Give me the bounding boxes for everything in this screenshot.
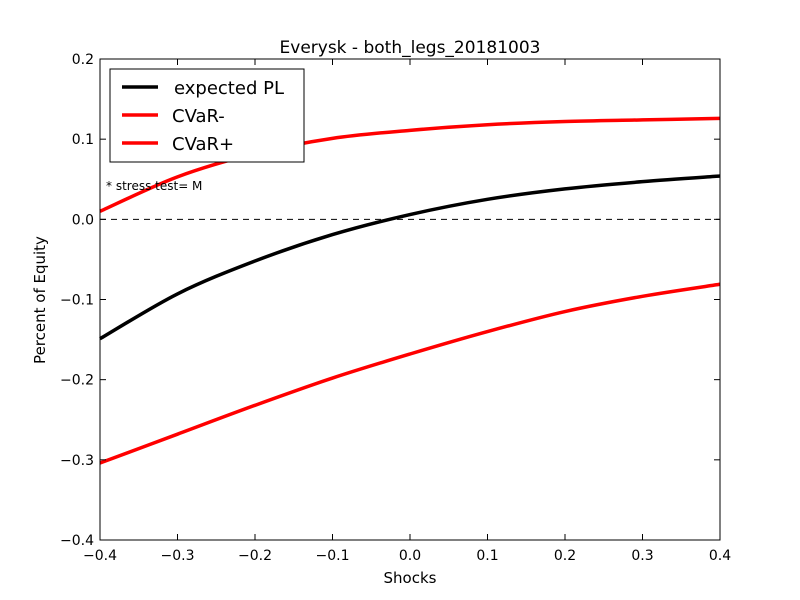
x-tick-label: 0.3 <box>631 548 653 564</box>
x-tick-label: −0.2 <box>238 548 272 564</box>
x-axis-label: Shocks <box>384 569 437 587</box>
y-axis-label: Percent of Equity <box>31 236 49 364</box>
legend-label: CVaR+ <box>172 134 234 155</box>
y-tick-label: −0.1 <box>60 293 94 309</box>
series-layer <box>99 116 721 465</box>
y-tick-label: 0.1 <box>72 132 94 148</box>
series-line-cvar <box>99 116 721 213</box>
x-tick-label: 0.0 <box>399 548 421 564</box>
x-tick-label: −0.1 <box>316 548 350 564</box>
chart-title: Everysk - both_legs_20181003 <box>280 38 541 58</box>
y-tick-label: −0.3 <box>60 453 94 469</box>
plot-area <box>99 58 721 541</box>
x-tick-label: 0.4 <box>709 548 731 564</box>
stress-test-annotation: * stress test= M <box>106 179 202 193</box>
series-line-expected-pl <box>99 174 721 341</box>
legend: expected PL CVaR- CVaR+ <box>109 68 305 163</box>
y-axis: 0.2 0.1 0.0 −0.1 −0.2 −0.3 −0.4 <box>60 52 720 549</box>
x-tick-label: −0.4 <box>83 548 117 564</box>
x-tick-label: 0.2 <box>554 548 576 564</box>
x-axis: −0.4 −0.3 −0.2 −0.1 0.0 0.1 0.2 0.3 0.4 <box>83 59 731 564</box>
x-tick-label: 0.1 <box>476 548 498 564</box>
y-tick-label: −0.4 <box>60 533 94 549</box>
x-tick-label: −0.3 <box>161 548 195 564</box>
y-tick-label: 0.0 <box>72 212 94 228</box>
series-line-cvar <box>99 282 721 465</box>
y-tick-label: −0.2 <box>60 373 94 389</box>
legend-label: expected PL <box>174 78 284 99</box>
y-tick-label: 0.2 <box>72 52 94 68</box>
legend-label: CVaR- <box>172 106 225 127</box>
